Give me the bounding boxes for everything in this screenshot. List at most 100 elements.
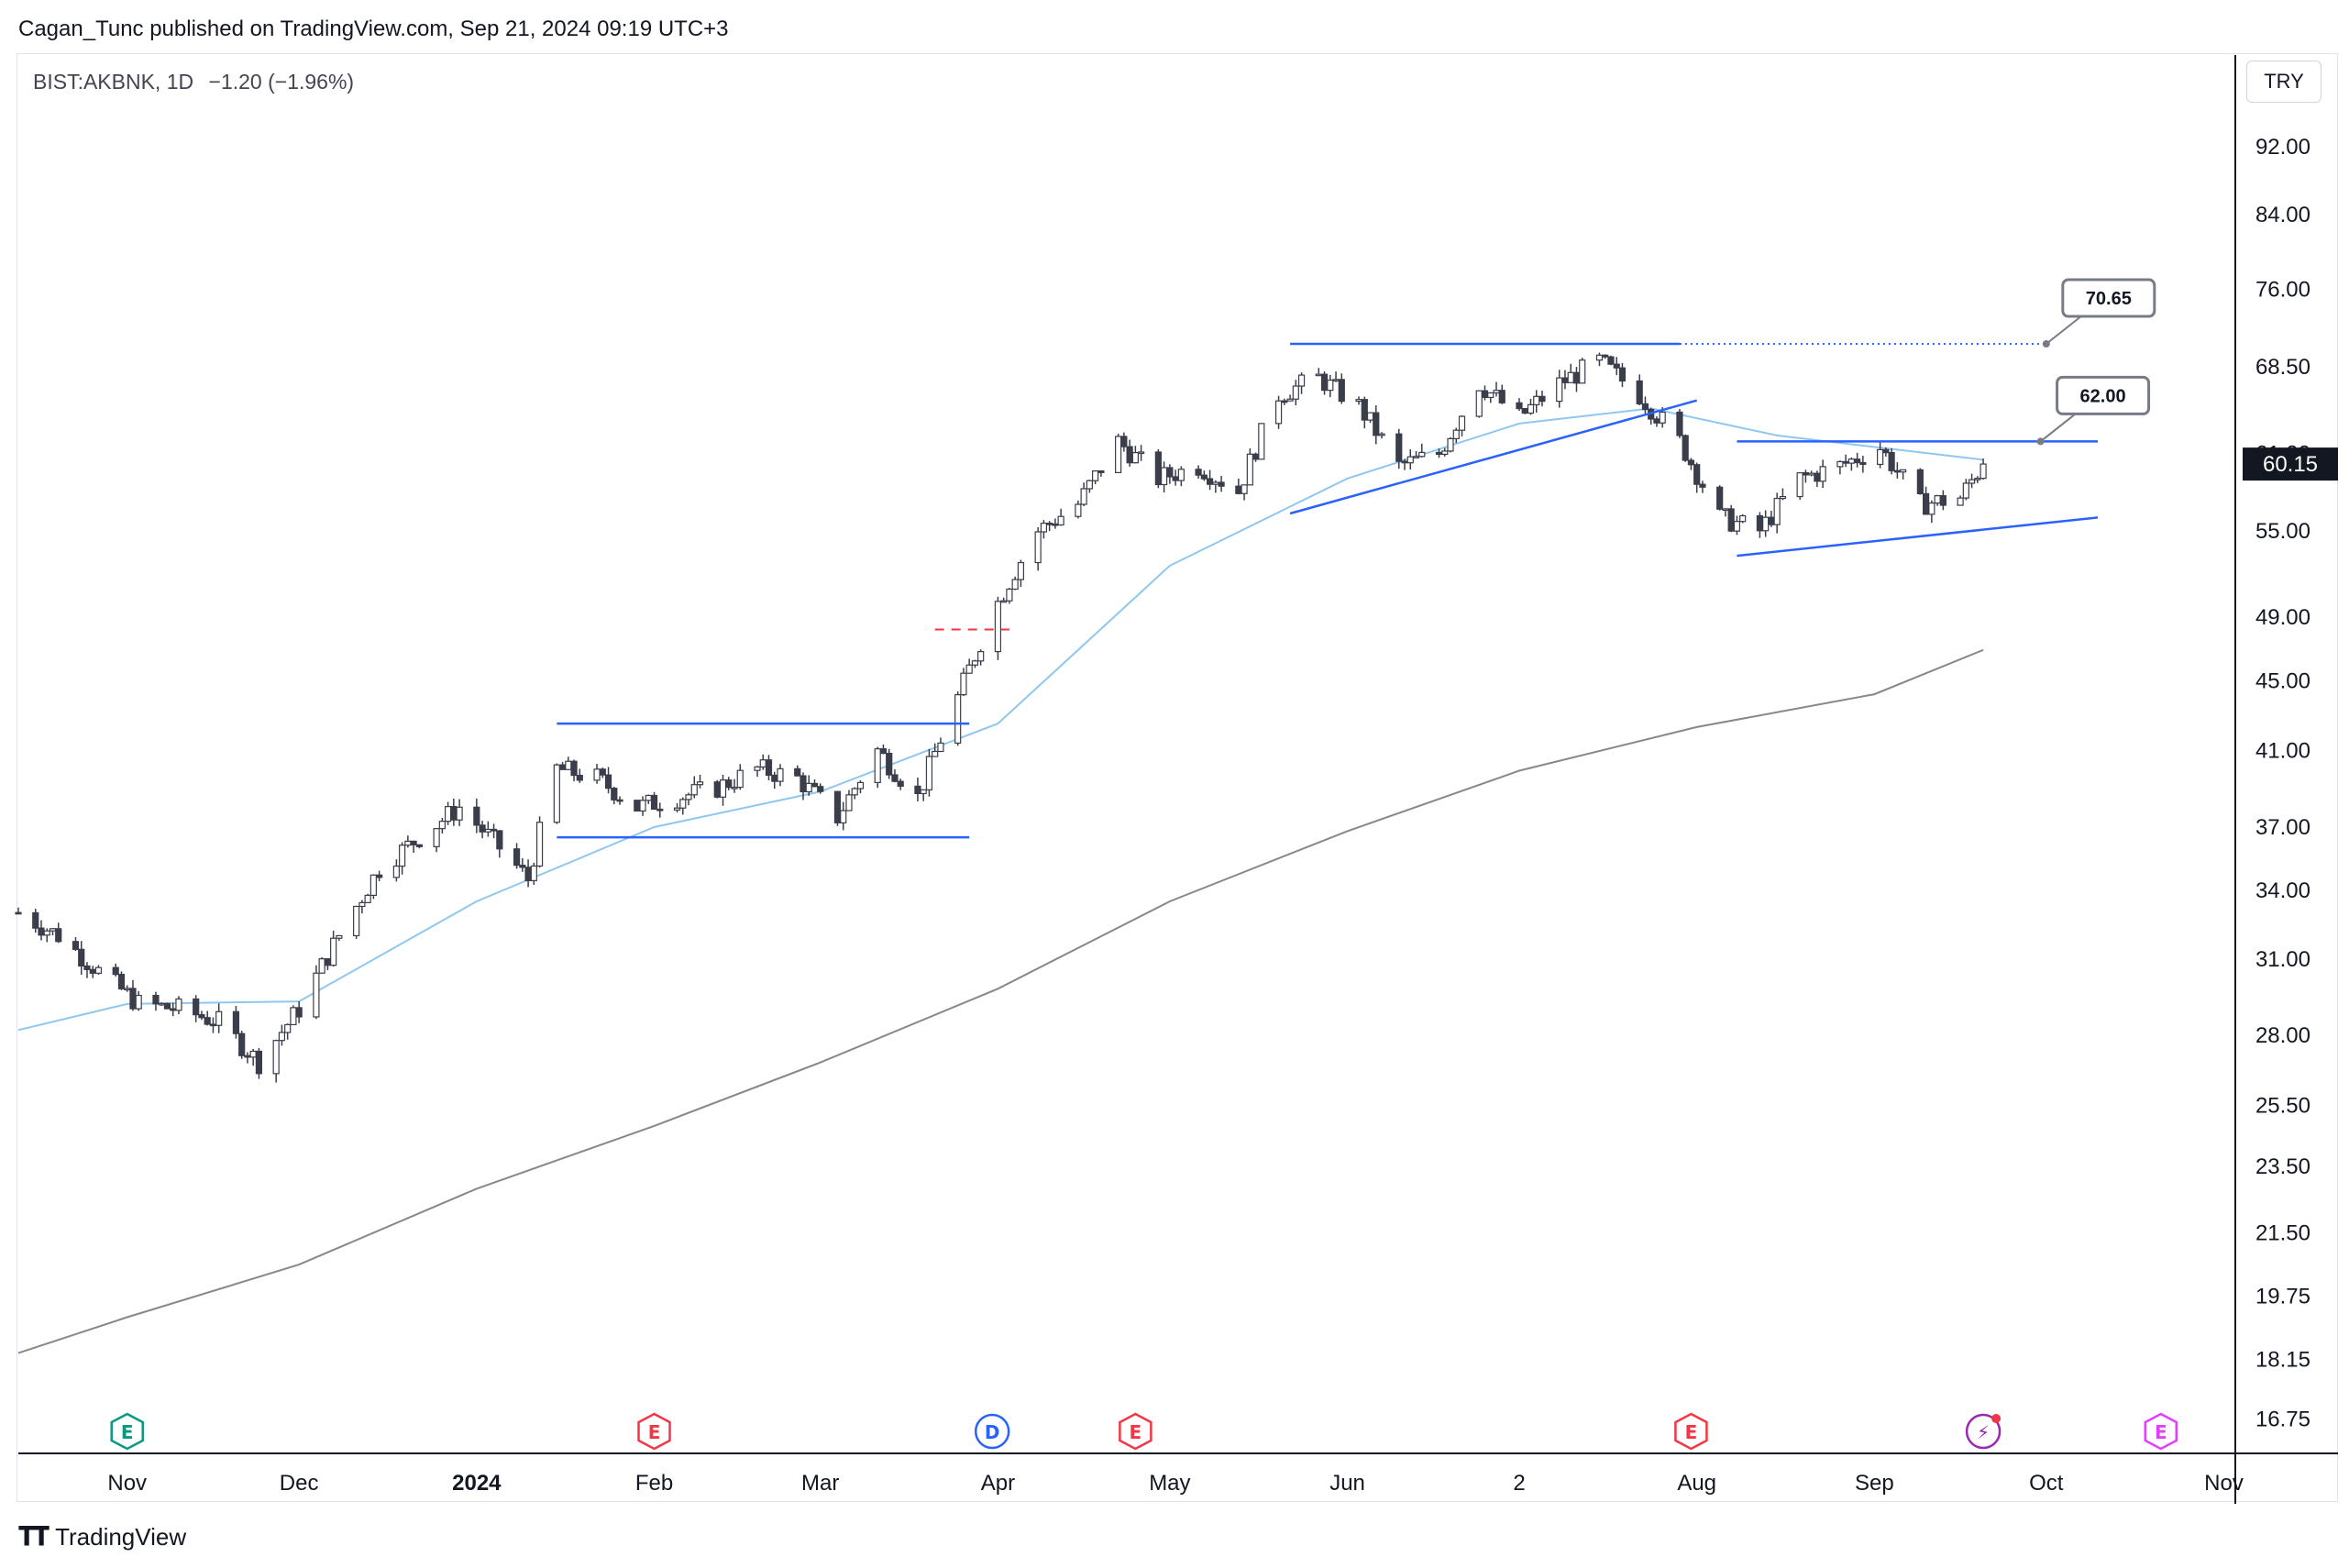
candle-body	[1659, 411, 1666, 424]
price-axis-tick-label: 49.00	[2255, 605, 2310, 630]
candle-body	[1687, 459, 1695, 466]
candle-body	[1579, 359, 1586, 384]
candle-body	[530, 865, 537, 881]
candle-body	[163, 1002, 171, 1010]
candle-body	[1538, 395, 1546, 403]
event-marker-label: E	[1685, 1421, 1698, 1443]
chart-legend: BIST:AKBNK, 1D −1.20 (−1.96%)	[33, 70, 363, 94]
earnings-event-icon	[110, 1412, 144, 1451]
candle-body	[1435, 451, 1443, 456]
candle-body	[38, 927, 45, 936]
candle-body	[1836, 460, 1844, 468]
candle-body	[72, 941, 80, 950]
candle-body	[1218, 481, 1225, 487]
footer-brand[interactable]: 𝐓𝐓 TradingView	[18, 1522, 186, 1552]
candle-body	[1034, 531, 1042, 564]
candle-body	[759, 759, 766, 767]
candle-body	[278, 1032, 286, 1042]
candle-body	[1653, 418, 1660, 424]
candle-body	[897, 780, 904, 787]
candle-body	[1939, 495, 1946, 506]
candle-body	[1934, 495, 1941, 504]
candle-body	[1126, 446, 1133, 464]
moving-average-line	[17, 648, 1984, 1354]
candle-body	[1011, 579, 1019, 591]
candle-body	[1595, 354, 1604, 361]
candle-body	[129, 988, 137, 1010]
candle-body	[272, 1040, 280, 1075]
candle-body	[1131, 451, 1139, 464]
candle-body	[1475, 390, 1483, 417]
candle-body	[937, 742, 944, 753]
candle-body	[817, 786, 824, 792]
tradingview-logo-icon: 𝐓𝐓	[18, 1522, 50, 1551]
price-callout-pointer	[2046, 315, 2082, 345]
chart-frame[interactable]	[17, 53, 2338, 1502]
price-callout-box	[2061, 278, 2156, 318]
candle-body	[1618, 367, 1627, 382]
candle-body	[438, 821, 446, 830]
candle-body	[1636, 380, 1643, 405]
candle-body	[1877, 448, 1884, 466]
candle-body	[358, 901, 366, 908]
trendline-segment	[1737, 516, 2099, 558]
candle-body	[1000, 600, 1008, 603]
time-axis-tick-label: Mar	[801, 1471, 839, 1496]
candle-body	[519, 865, 526, 868]
candle-body	[1057, 515, 1064, 526]
candle-body	[364, 894, 371, 903]
candle-body	[1080, 488, 1087, 505]
candle-body	[1808, 472, 1815, 476]
candle-body	[1366, 412, 1374, 421]
candle-body	[1361, 399, 1368, 421]
candle-body	[1161, 467, 1168, 486]
currency-button[interactable]: TRY	[2246, 61, 2321, 103]
candle-body	[1395, 433, 1403, 462]
candle-body	[1086, 480, 1093, 490]
candle-body	[731, 786, 738, 790]
candle-body	[811, 782, 819, 788]
candle-body	[193, 998, 200, 1016]
candle-body	[1212, 481, 1219, 485]
candle-body	[971, 660, 979, 666]
candle-body	[324, 958, 331, 966]
price-callout-pointer	[2039, 413, 2077, 443]
candle-body	[1676, 411, 1683, 436]
price-axis-tick-label: 28.00	[2255, 1023, 2310, 1048]
candle-body	[1980, 463, 1987, 480]
candle-body	[204, 1017, 211, 1025]
candle-body	[800, 775, 807, 793]
candle-body	[1773, 497, 1781, 525]
candle-body	[960, 672, 967, 696]
candle-body	[1498, 390, 1505, 403]
candle-body	[599, 768, 606, 776]
candle-body	[805, 782, 812, 793]
candle-body	[1756, 514, 1764, 532]
candle-body	[158, 1002, 165, 1006]
candle-body	[1699, 483, 1706, 488]
price-axis-tick-label: 68.50	[2255, 355, 2310, 380]
price-axis-tick-label: 23.50	[2255, 1154, 2310, 1179]
time-axis-tick-label: Apr	[981, 1471, 1015, 1496]
candle-body	[1556, 377, 1563, 403]
candle-body	[977, 650, 985, 662]
candle-body	[1572, 371, 1581, 384]
candle-body	[840, 810, 847, 823]
candle-body	[1739, 514, 1747, 523]
candle-body	[238, 1032, 246, 1056]
candle-body	[1075, 503, 1082, 517]
price-axis-tick-label: 16.75	[2255, 1408, 2310, 1432]
candle-body	[330, 937, 337, 966]
candle-body	[754, 766, 761, 771]
legend-symbol: BIST:AKBNK, 1D	[33, 70, 194, 94]
candle-body	[1481, 390, 1489, 399]
candle-body	[650, 794, 658, 811]
candle-body	[284, 1023, 292, 1033]
candle-body	[1246, 453, 1253, 486]
candle-body	[994, 601, 1002, 653]
candle-body	[490, 828, 498, 832]
time-axis-tick-label: Aug	[1677, 1471, 1716, 1496]
candle-body	[1974, 478, 1981, 480]
candle-body	[55, 928, 62, 943]
